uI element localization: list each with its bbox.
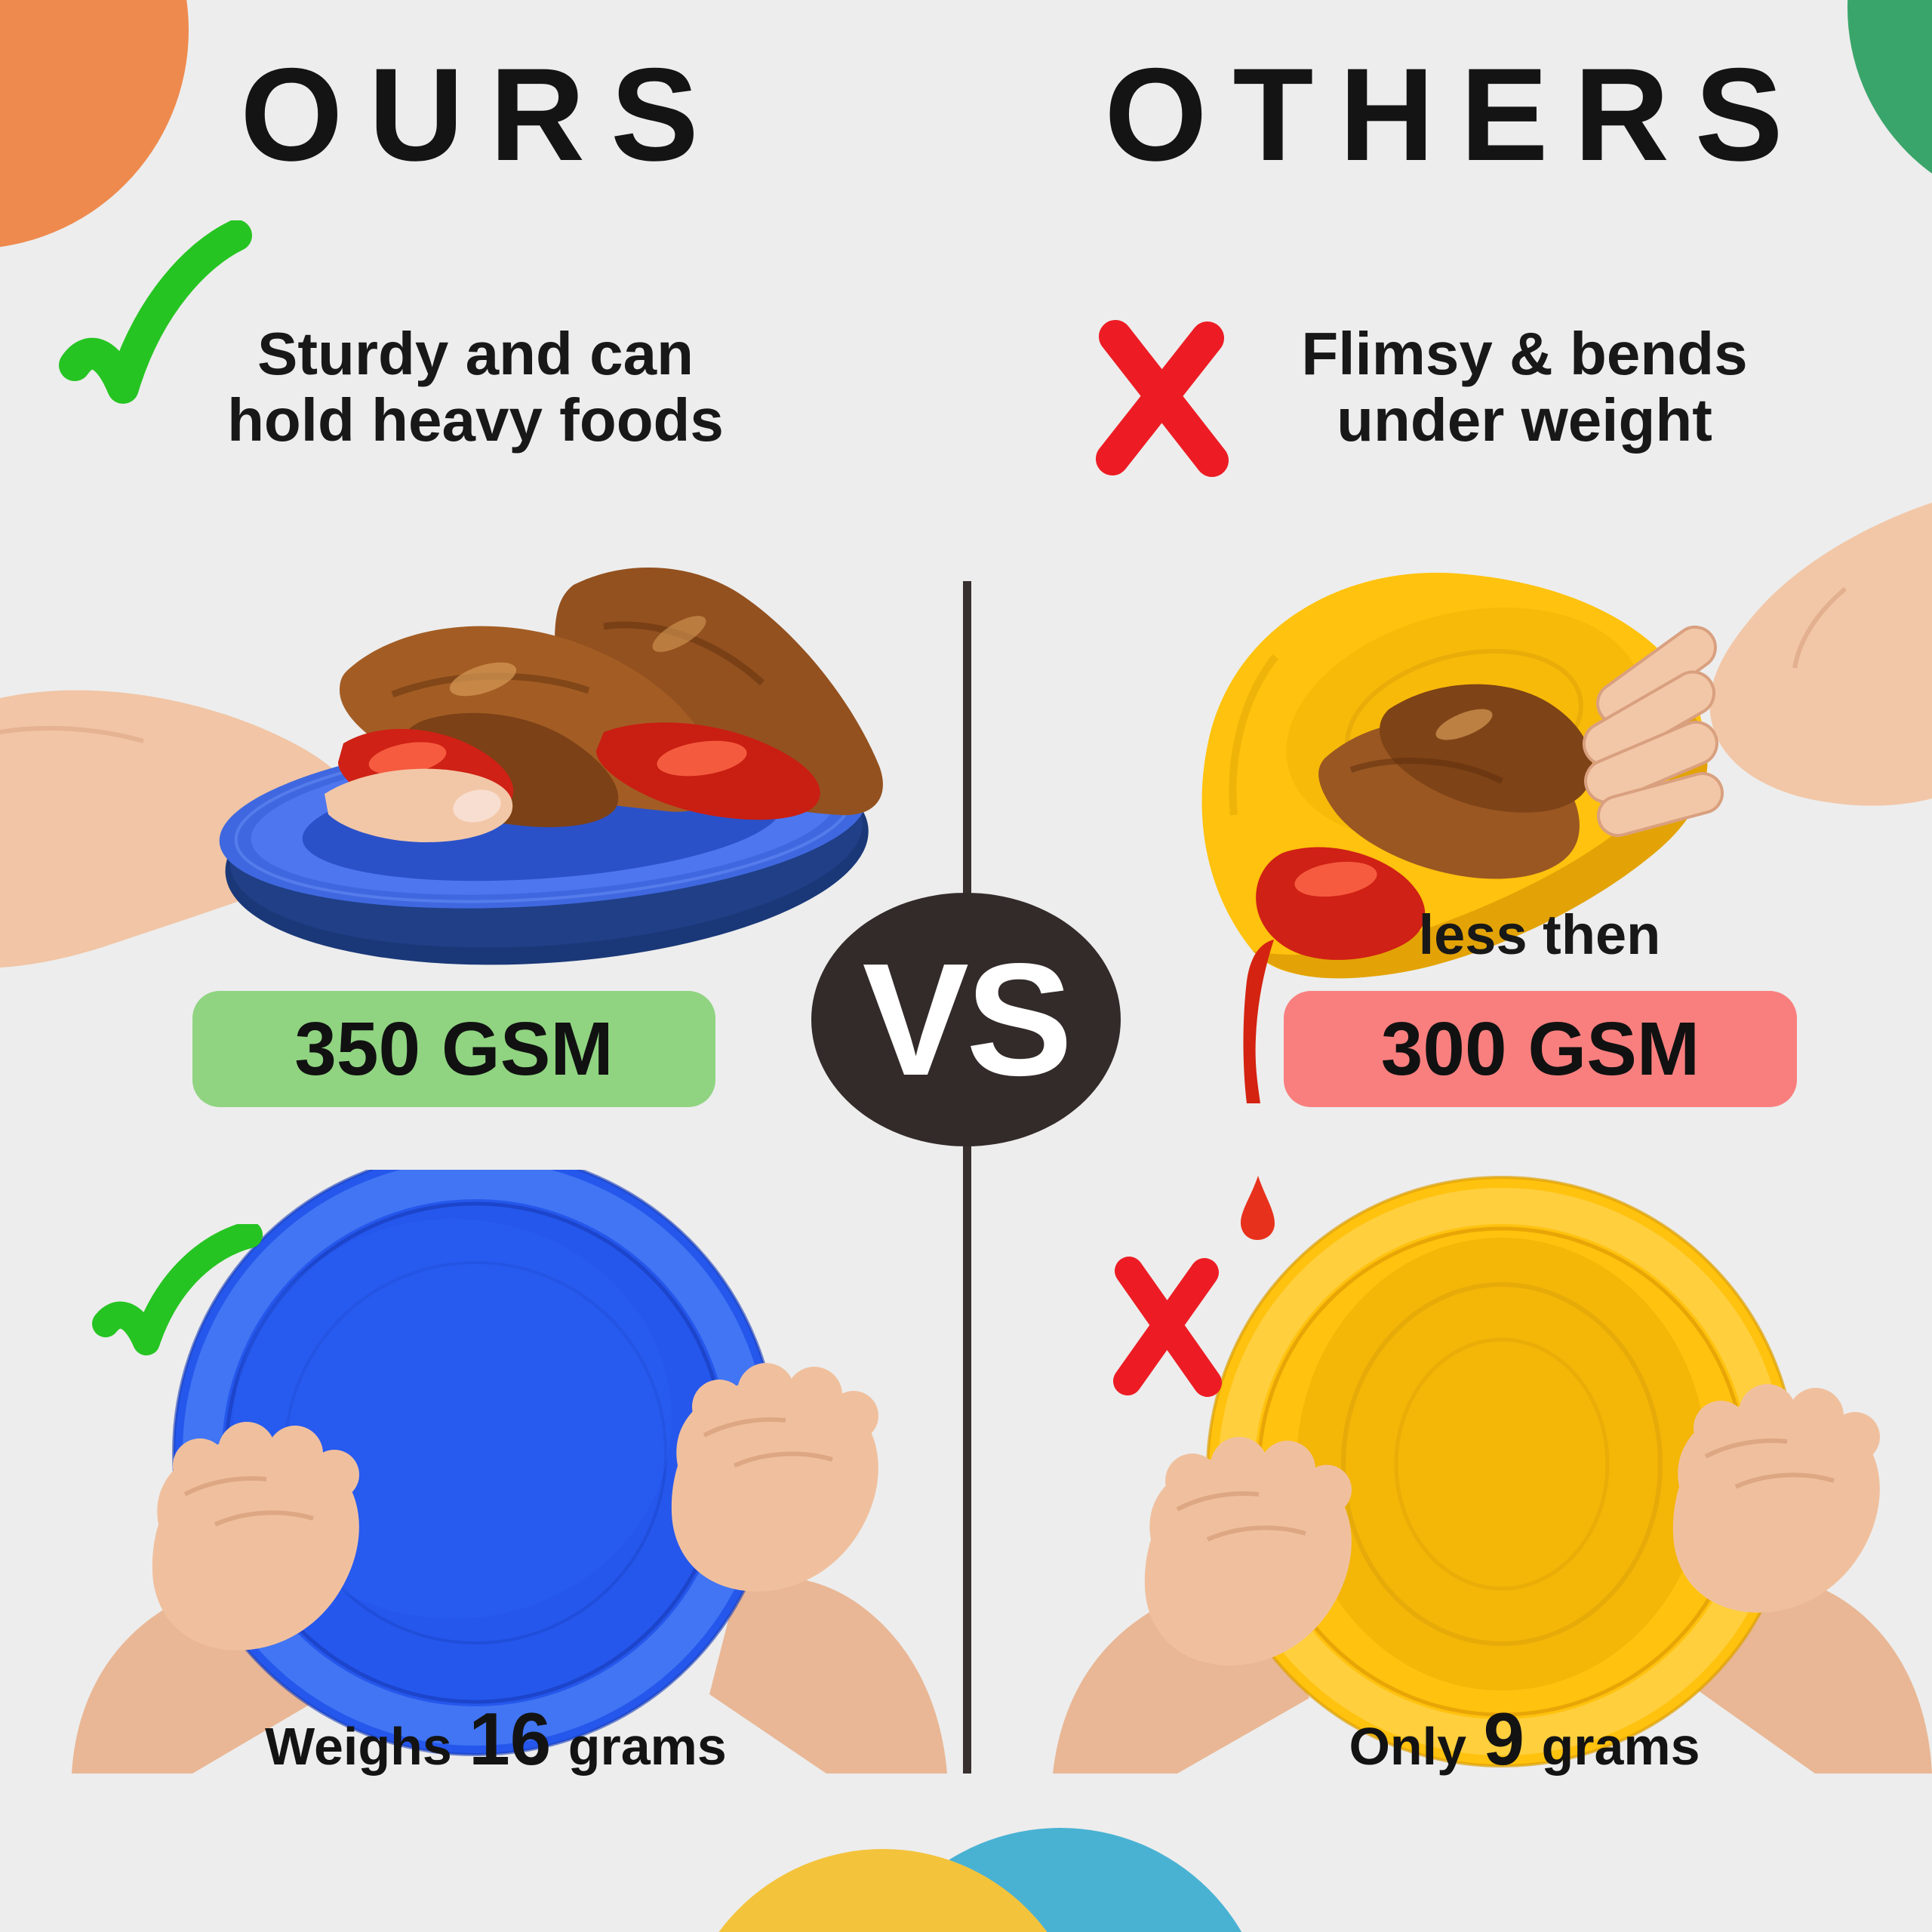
others-heading: OTHERS	[1104, 42, 1809, 189]
others-weight-prefix: Only	[1349, 1717, 1467, 1776]
others-claim-line1: Flimsy & bends	[1301, 320, 1748, 387]
vs-label: VS	[862, 930, 1073, 1109]
ours-weight-suffix: grams	[568, 1717, 727, 1776]
others-weight-value: 9	[1483, 1697, 1524, 1780]
checkmark-icon	[57, 220, 253, 460]
checkmark-icon	[89, 1224, 266, 1394]
ours-heading: OURS	[240, 42, 724, 189]
x-mark-icon	[1111, 1254, 1224, 1399]
photo-blue-plate-hands	[72, 1170, 947, 1774]
divider-line	[963, 581, 971, 1774]
ours-claim-line2: hold heavy foods	[227, 386, 724, 454]
others-weight-text: Only 9 grams	[1055, 1697, 1932, 1782]
others-claim-line2: under weight	[1337, 386, 1712, 454]
ours-weight-prefix: Weighs	[265, 1717, 452, 1776]
photo-flimsy-plate-spilling	[1162, 498, 1932, 1245]
gsm-badge-others: 300 GSM	[1284, 991, 1797, 1107]
others-weight-suffix: grams	[1541, 1717, 1700, 1776]
vs-badge: VS	[811, 893, 1121, 1146]
photo-yellow-plate-hands	[1053, 1170, 1932, 1774]
ours-claim-line1: Sturdy and can	[257, 320, 694, 387]
gsm-badge-ours: 350 GSM	[192, 991, 715, 1107]
ours-claim-text: Sturdy and can hold heavy foods	[128, 321, 823, 454]
x-mark-icon	[1093, 315, 1232, 480]
ours-weight-text: Weighs 16 grams	[26, 1697, 965, 1782]
ours-weight-value: 16	[469, 1697, 552, 1780]
less-then-label: less then	[1418, 903, 1661, 966]
photo-sturdy-plate-with-food	[0, 543, 913, 981]
others-claim-text: Flimsy & bends under weight	[1177, 321, 1872, 454]
